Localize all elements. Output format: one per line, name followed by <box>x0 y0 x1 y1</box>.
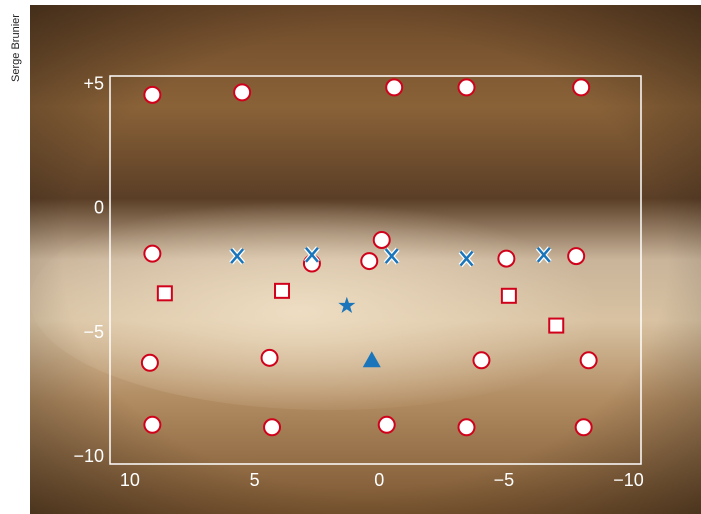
square-marker <box>156 285 173 302</box>
x-marker <box>229 247 246 265</box>
square-marker <box>274 282 291 299</box>
circle-marker <box>579 351 598 370</box>
circle-marker <box>385 78 404 97</box>
plot-frame <box>109 75 642 465</box>
y-tick-label: −10 <box>73 446 104 466</box>
circle-marker <box>260 348 279 367</box>
circle-marker <box>143 244 162 263</box>
x-marker <box>535 246 552 264</box>
x-tick-label: 5 <box>250 470 260 490</box>
x-marker-stroke <box>384 248 399 264</box>
star-marker <box>338 296 356 313</box>
triangle-marker <box>362 351 381 368</box>
circle-marker <box>360 252 379 271</box>
circle-marker <box>567 247 586 266</box>
circle-marker <box>574 418 593 437</box>
square-marker <box>548 317 565 334</box>
circle-marker <box>372 230 391 249</box>
circle-marker <box>140 353 159 372</box>
x-tick-label: 0 <box>374 470 384 490</box>
y-tick-label: −5 <box>83 322 104 342</box>
circle-marker <box>572 78 591 97</box>
circle-marker <box>143 415 162 434</box>
circle-marker <box>497 249 516 268</box>
credit: Serge Brunier <box>10 14 22 82</box>
circle-marker <box>143 85 162 104</box>
circle-marker <box>263 418 282 437</box>
y-tick-label: +5 <box>83 74 104 94</box>
circle-marker <box>457 78 476 97</box>
circle-marker <box>472 351 491 370</box>
x-marker-stroke <box>536 247 551 263</box>
x-tick-label: −10 <box>613 470 644 490</box>
x-marker <box>458 249 475 268</box>
x-marker-stroke <box>459 250 474 267</box>
circle-marker <box>457 418 476 437</box>
circle-marker <box>233 83 252 102</box>
x-marker <box>383 247 400 265</box>
y-tick-label: 0 <box>94 198 104 218</box>
x-marker <box>304 246 320 264</box>
x-tick-label: −5 <box>494 470 515 490</box>
x-marker-stroke <box>230 248 245 264</box>
x-marker-stroke <box>304 247 319 263</box>
circle-marker <box>377 415 396 434</box>
x-tick-label: 10 <box>120 470 140 490</box>
square-marker <box>500 287 517 304</box>
